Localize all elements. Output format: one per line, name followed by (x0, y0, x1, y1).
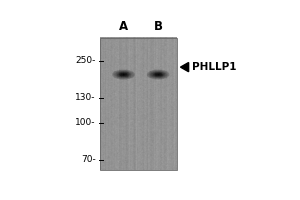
Polygon shape (181, 62, 189, 72)
Text: A: A (119, 20, 128, 33)
Text: PHLLP1: PHLLP1 (192, 62, 237, 72)
Text: 130-: 130- (75, 93, 96, 102)
Text: B: B (154, 20, 163, 33)
Text: 70-: 70- (81, 155, 96, 164)
Text: 250-: 250- (75, 56, 96, 65)
Bar (100, 38, 177, 170)
Text: 100-: 100- (75, 118, 96, 127)
